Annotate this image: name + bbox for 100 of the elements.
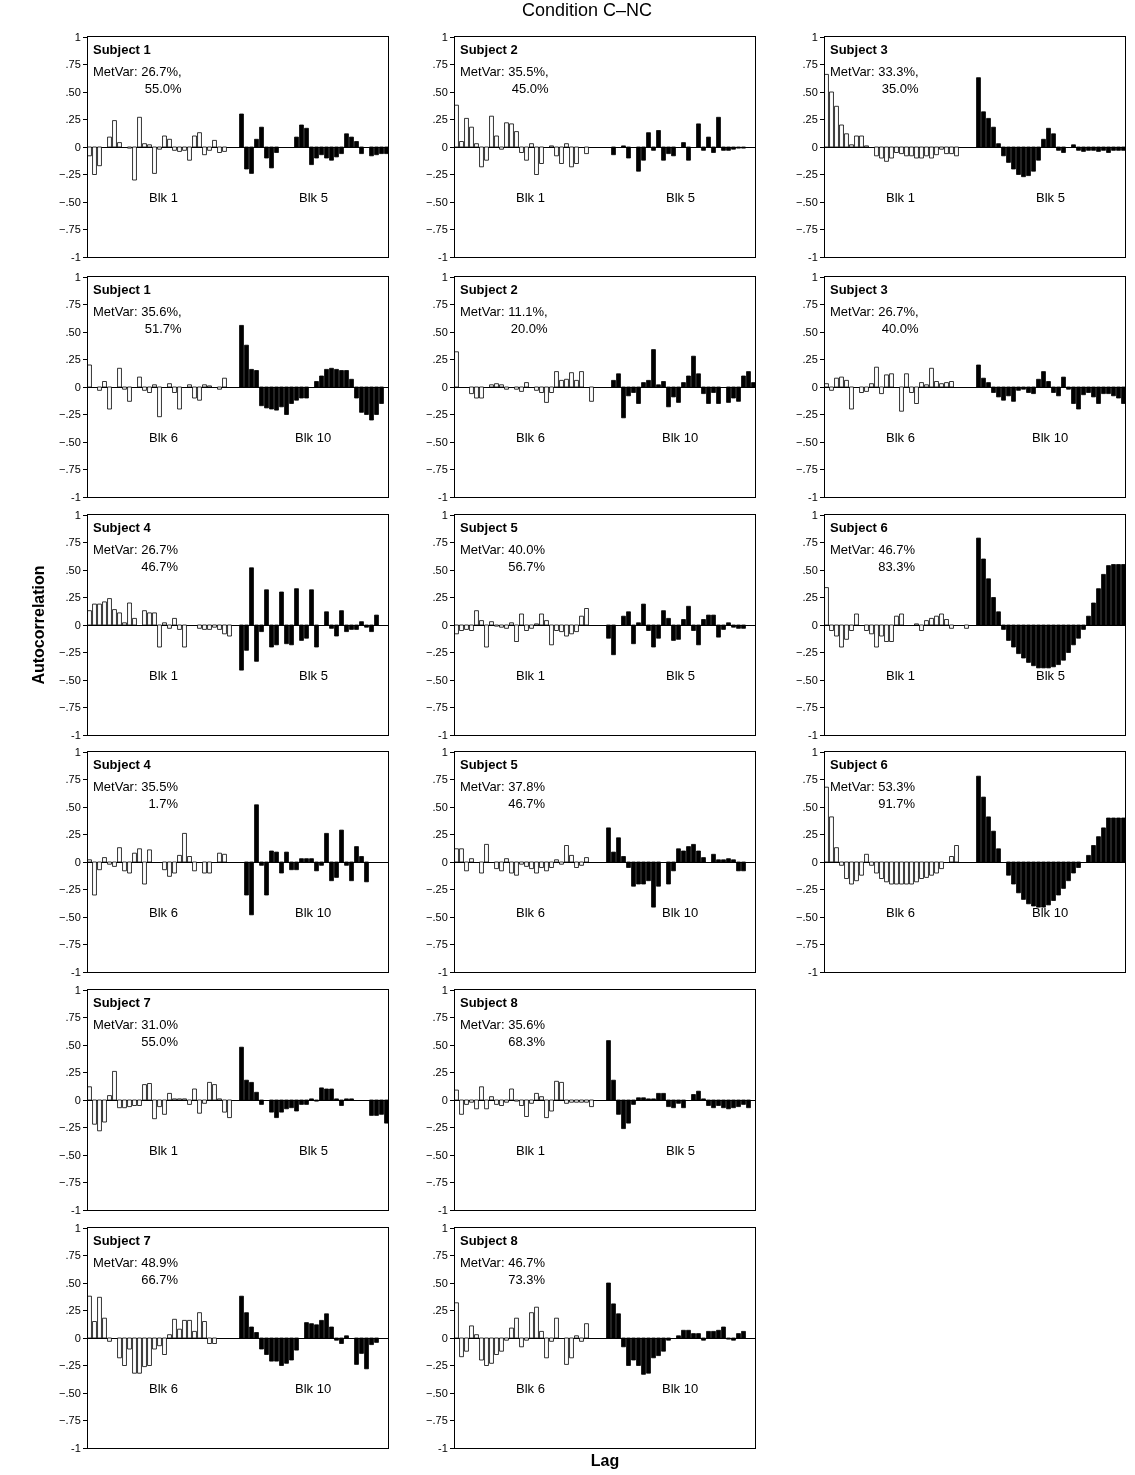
y-tick-label: .50 — [802, 563, 818, 576]
annotation: MetVar: 37.8% 46.7% — [460, 779, 546, 811]
y-tick-label: -1 — [438, 728, 448, 741]
y-tick-label: .75 — [65, 773, 81, 786]
y-tick-label: −.50 — [426, 1386, 448, 1399]
y-tick-label: .25 — [65, 1066, 81, 1079]
annotation: Subject 7 — [93, 995, 151, 1010]
y-tick-label: −.75 — [59, 1176, 81, 1189]
y-tick-label: −.50 — [426, 435, 448, 448]
annotation: Subject 4 — [93, 520, 152, 535]
y-tick-label: -1 — [808, 965, 818, 978]
y-axis-title: Autocorrelation — [29, 565, 47, 685]
y-tick-label: −.75 — [59, 701, 81, 714]
y-tick-label: .25 — [802, 591, 818, 604]
y-tick-label: 1 — [441, 1221, 448, 1234]
y-tick-label: -1 — [438, 965, 448, 978]
annotation: Blk 6 — [149, 430, 178, 445]
y-tick-label: −.75 — [426, 701, 448, 714]
y-tick-label: 0 — [441, 618, 448, 631]
y-tick-label: .50 — [432, 563, 448, 576]
y-tick-label: −.25 — [426, 1121, 448, 1134]
y-tick-label: -1 — [71, 1441, 81, 1454]
y-tick-label: 1 — [441, 270, 448, 283]
y-tick-label: .75 — [802, 773, 818, 786]
y-tick-label: .75 — [432, 1249, 448, 1262]
y-tick-label: -1 — [808, 250, 818, 263]
y-tick-label: 0 — [74, 1331, 81, 1344]
y-tick-label: −.25 — [796, 408, 818, 421]
y-tick-label: 0 — [441, 140, 448, 153]
annotation: MetVar: 35.5% 1.7% — [93, 779, 179, 811]
y-tick-label: .50 — [65, 563, 81, 576]
y-tick-label: −.75 — [426, 1176, 448, 1189]
annotation: Blk 5 — [666, 1143, 695, 1158]
annotation: MetVar: 48.9% 66.7% — [93, 1255, 179, 1287]
y-tick-label: -1 — [71, 965, 81, 978]
y-tick-label: .25 — [802, 828, 818, 841]
y-tick-label: −.75 — [59, 938, 81, 951]
y-tick-label: .50 — [65, 325, 81, 338]
annotation: Blk 5 — [666, 190, 695, 205]
y-tick-label: −.75 — [796, 701, 818, 714]
y-tick-label: -1 — [808, 728, 818, 741]
y-tick-label: 1 — [441, 30, 448, 43]
annotation: MetVar: 35.6% 68.3% — [460, 1017, 546, 1049]
y-tick-label: −.50 — [796, 435, 818, 448]
y-tick-label: −.50 — [426, 1148, 448, 1161]
y-tick-label: −.75 — [59, 223, 81, 236]
y-tick-label: 0 — [74, 855, 81, 868]
y-tick-label: -1 — [438, 250, 448, 263]
y-tick-label: 1 — [74, 270, 81, 283]
y-tick-label: 1 — [811, 508, 818, 521]
y-tick-label: .25 — [802, 113, 818, 126]
y-tick-label: −.50 — [59, 673, 81, 686]
annotation: Blk 10 — [1032, 905, 1069, 920]
y-tick-label: .50 — [432, 800, 448, 813]
annotation: Blk 1 — [149, 668, 178, 683]
y-tick-label: .50 — [65, 1276, 81, 1289]
annotation: Blk 10 — [295, 1381, 332, 1396]
annotation: MetVar: 46.7% 83.3% — [830, 542, 916, 574]
annotation: MetVar: 53.3% 91.7% — [830, 779, 916, 811]
y-tick-label: −.25 — [426, 408, 448, 421]
y-tick-label: .50 — [802, 85, 818, 98]
annotation: MetVar: 35.6%, 51.7% — [93, 304, 183, 336]
y-tick-label: .50 — [432, 325, 448, 338]
annotation: Subject 1 — [93, 282, 151, 297]
y-tick-label: −.50 — [796, 910, 818, 923]
y-tick-label: .75 — [432, 773, 448, 786]
y-tick-label: .50 — [65, 1038, 81, 1051]
y-tick-label: 1 — [74, 745, 81, 758]
chart-title: Condition C–NC — [521, 0, 653, 20]
y-tick-label: −.25 — [59, 168, 81, 181]
y-tick-label: −.25 — [796, 883, 818, 896]
y-tick-label: .25 — [432, 591, 448, 604]
annotation: MetVar: 46.7% 73.3% — [460, 1255, 546, 1287]
y-tick-label: 0 — [74, 618, 81, 631]
y-tick-label: 1 — [811, 30, 818, 43]
y-tick-label: 0 — [74, 140, 81, 153]
annotation: Blk 10 — [662, 430, 699, 445]
y-tick-label: 1 — [74, 508, 81, 521]
annotation: Subject 6 — [830, 520, 888, 535]
y-tick-label: 0 — [441, 1331, 448, 1344]
y-tick-label: −.25 — [426, 168, 448, 181]
annotation: Subject 4 — [93, 757, 152, 772]
y-tick-label: -1 — [438, 1441, 448, 1454]
annotation: Blk 6 — [886, 905, 915, 920]
annotation: Subject 8 — [460, 995, 518, 1010]
annotation: MetVar: 40.0% 56.7% — [460, 542, 546, 574]
y-tick-label: −.75 — [426, 463, 448, 476]
annotation: Blk 10 — [1032, 430, 1069, 445]
y-tick-label: -1 — [71, 728, 81, 741]
annotation: Subject 5 — [460, 520, 518, 535]
y-tick-label: 0 — [811, 618, 818, 631]
y-tick-label: .25 — [432, 353, 448, 366]
annotation: Blk 10 — [295, 430, 332, 445]
y-tick-label: −.50 — [426, 910, 448, 923]
y-tick-label: −.25 — [59, 1121, 81, 1134]
y-tick-label: .75 — [65, 536, 81, 549]
y-tick-label: .50 — [432, 1276, 448, 1289]
y-tick-label: .50 — [432, 1038, 448, 1051]
y-tick-label: −.50 — [59, 1386, 81, 1399]
y-tick-label: .75 — [802, 298, 818, 311]
